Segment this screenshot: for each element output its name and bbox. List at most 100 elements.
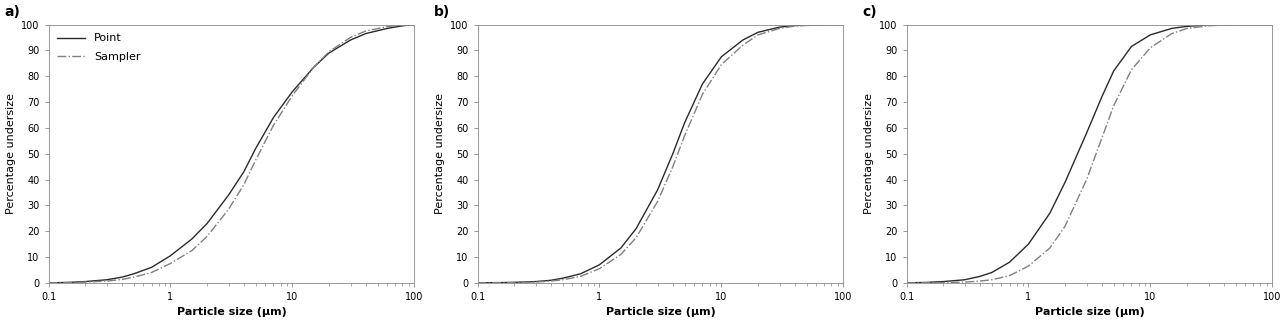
Sampler: [1216, 23, 1232, 27]
Sampler: [1079, 178, 1094, 182]
Sampler: [322, 50, 337, 54]
Sampler: [77, 280, 93, 284]
Point: [115, 275, 130, 279]
Point: [528, 280, 543, 284]
Sampler: [735, 43, 750, 47]
Sampler: [1021, 264, 1036, 268]
Point: [507, 280, 523, 284]
Point: [184, 237, 199, 241]
Y-axis label: Percentage undersize: Percentage undersize: [5, 93, 15, 214]
Point: [1143, 33, 1158, 37]
Sampler: [936, 281, 951, 285]
Point: [62, 280, 77, 284]
Sampler: [470, 281, 485, 285]
Text: a): a): [5, 5, 21, 19]
Point: [492, 281, 507, 285]
Sampler: [184, 249, 199, 253]
Sampler: [772, 26, 788, 30]
Sampler: [1179, 26, 1194, 30]
Point: [665, 152, 681, 156]
Line: Sampler: Sampler: [477, 25, 843, 283]
Sampler: [358, 29, 373, 33]
Point: [1079, 131, 1094, 135]
Point: [788, 24, 803, 27]
Point: [1042, 211, 1058, 215]
Sampler: [395, 23, 411, 27]
Point: [41, 281, 57, 285]
Sampler: [306, 65, 322, 69]
Point: [1058, 180, 1073, 184]
Sampler: [1252, 23, 1268, 26]
Sampler: [144, 271, 160, 275]
Point: [199, 222, 215, 225]
Point: [898, 281, 914, 285]
Sampler: [126, 275, 142, 279]
Sampler: [284, 94, 300, 98]
X-axis label: Particle size (μm): Particle size (μm): [176, 307, 286, 318]
Sampler: [713, 63, 728, 67]
Point: [650, 188, 665, 192]
Line: Point: Point: [477, 25, 843, 283]
Sampler: [788, 24, 803, 28]
Sampler: [265, 123, 281, 127]
Sampler: [221, 207, 237, 211]
Sampler: [695, 92, 710, 96]
Sampler: [1265, 23, 1281, 26]
Y-axis label: Percentage undersize: Percentage undersize: [864, 93, 874, 214]
Sampler: [1238, 23, 1254, 26]
X-axis label: Particle size (μm): Particle size (μm): [605, 307, 716, 318]
Sampler: [835, 23, 851, 26]
Point: [713, 55, 728, 59]
Sampler: [407, 23, 422, 26]
Point: [342, 38, 358, 42]
Point: [1094, 95, 1109, 99]
Point: [573, 272, 588, 276]
Point: [236, 170, 251, 174]
Point: [248, 147, 264, 151]
Point: [144, 266, 160, 269]
Sampler: [342, 36, 358, 39]
Point: [1216, 23, 1232, 26]
Point: [735, 38, 750, 42]
Point: [835, 23, 851, 26]
Sampler: [898, 281, 914, 285]
Point: [1238, 23, 1254, 26]
Sampler: [1106, 104, 1121, 108]
Sampler: [199, 234, 215, 238]
Point: [1252, 23, 1268, 26]
Sampler: [380, 25, 395, 28]
Line: Point: Point: [906, 25, 1273, 283]
Point: [407, 23, 422, 26]
Sampler: [236, 183, 251, 187]
Point: [470, 281, 485, 285]
Sampler: [985, 278, 1000, 282]
Sampler: [592, 267, 607, 271]
Sampler: [555, 278, 570, 282]
X-axis label: Particle size (μm): Particle size (μm): [1035, 307, 1144, 318]
Sampler: [99, 279, 115, 283]
Point: [77, 280, 93, 284]
Point: [628, 227, 644, 231]
Point: [677, 121, 692, 125]
Point: [395, 24, 411, 28]
Sampler: [248, 158, 264, 162]
Point: [613, 246, 628, 250]
Sampler: [492, 281, 507, 285]
Point: [1179, 25, 1194, 28]
Sampler: [115, 277, 130, 281]
Sampler: [507, 281, 523, 285]
Point: [126, 272, 142, 276]
Point: [772, 25, 788, 29]
Legend: Point, Sampler: Point, Sampler: [54, 30, 144, 66]
Point: [322, 51, 337, 55]
Point: [1163, 26, 1179, 30]
Point: [1106, 69, 1121, 73]
Sampler: [958, 280, 973, 284]
Sampler: [1001, 274, 1017, 277]
Point: [695, 82, 710, 86]
Sampler: [1058, 224, 1073, 228]
Sampler: [543, 279, 559, 283]
Sampler: [824, 23, 839, 26]
Point: [1201, 23, 1216, 27]
Point: [824, 23, 839, 26]
